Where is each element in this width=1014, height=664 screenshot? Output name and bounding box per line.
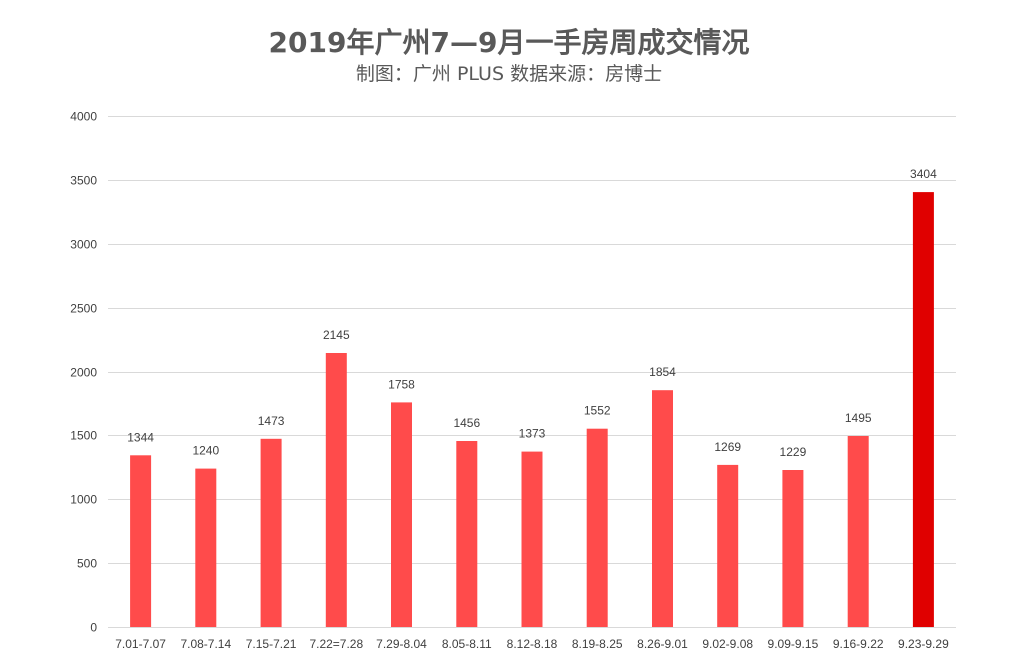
- chart-title: 2019年广州7—9月一手房周成交情况: [269, 26, 750, 59]
- x-tick-label: 9.09-9.15: [768, 637, 819, 651]
- x-tick-label: 8.05-8.11: [442, 637, 492, 651]
- x-tick-label: 7.29-8.04: [376, 637, 427, 651]
- bar: [195, 468, 217, 627]
- x-tick-label: 7.08-7.14: [180, 637, 231, 651]
- grid-layer: [108, 116, 956, 628]
- bar: [717, 464, 739, 627]
- data-label: 1473: [258, 414, 285, 428]
- x-tick-label: 7.01-7.07: [115, 637, 166, 651]
- bars: [130, 192, 934, 627]
- data-label: 1552: [584, 404, 611, 418]
- data-label: 1269: [714, 440, 741, 454]
- bar: [456, 441, 478, 627]
- chart-subtitle: 制图：广州 PLUS 数据来源：房博士: [356, 63, 662, 85]
- y-tick-label: 2500: [70, 302, 97, 316]
- bar: [260, 438, 282, 627]
- data-label: 3404: [910, 167, 937, 181]
- x-tick-label: 9.16-9.22: [833, 637, 884, 651]
- bar: [391, 402, 412, 627]
- data-label: 1240: [192, 444, 219, 458]
- y-tick-label: 4000: [70, 110, 97, 124]
- y-axis: 0 500 1000 1500 2000 2500 3000 3500 4000: [70, 110, 97, 635]
- data-label: 1758: [388, 377, 415, 391]
- y-tick-label: 1500: [70, 429, 97, 443]
- x-tick-label: 9.23-9.29: [898, 637, 949, 651]
- x-tick-label: 8.26-9.01: [637, 637, 688, 651]
- y-tick-label: 0: [90, 621, 97, 635]
- x-tick-label: 7.22=7.28: [309, 637, 363, 651]
- y-tick-label: 1000: [70, 493, 97, 507]
- bar: [782, 470, 804, 627]
- data-label: 1495: [845, 411, 872, 425]
- x-tick-label: 9.02-9.08: [702, 637, 753, 651]
- data-label: 1456: [453, 416, 480, 430]
- bar: [586, 428, 608, 627]
- x-axis: 7.01-7.07 7.08-7.14 7.15-7.21 7.22=7.28 7.29…: [115, 637, 949, 651]
- data-label: 1344: [127, 430, 154, 444]
- y-tick-label: 2000: [70, 366, 97, 380]
- data-label: 2145: [323, 328, 350, 342]
- y-tick-label: 3000: [70, 238, 97, 252]
- data-label: 1373: [519, 427, 546, 441]
- data-label: 1854: [649, 365, 676, 379]
- data-label: 1229: [780, 445, 807, 459]
- bar: [325, 353, 347, 627]
- bar: [130, 455, 152, 627]
- y-tick-label: 3500: [70, 174, 97, 188]
- bar: [912, 192, 934, 627]
- y-tick-label: 500: [77, 557, 97, 571]
- x-tick-label: 8.12-8.18: [507, 637, 558, 651]
- bar: [652, 390, 673, 627]
- data-labels: 1344 1240 1473 2145 1758 1456 1373 1552 1854 1269…: [127, 167, 937, 459]
- x-tick-label: 7.15-7.21: [246, 637, 297, 651]
- bar: [847, 436, 869, 627]
- bar: [521, 451, 543, 627]
- x-tick-label: 8.19-8.25: [572, 637, 623, 651]
